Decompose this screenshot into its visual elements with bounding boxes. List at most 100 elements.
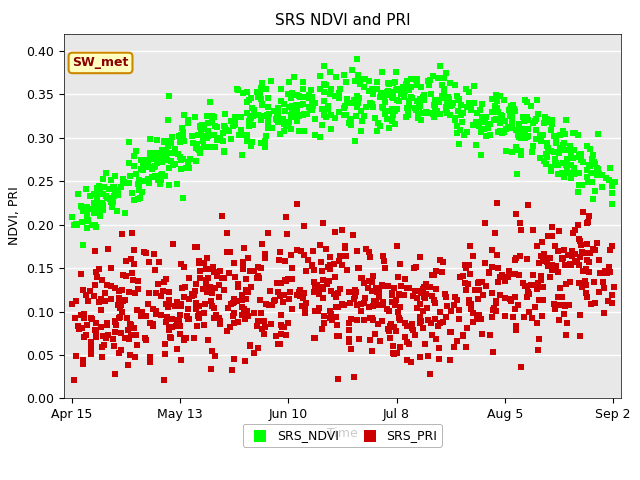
SRS_PRI — [415, 353, 426, 361]
SRS_NDVI — [147, 173, 157, 181]
SRS_PRI — [232, 297, 242, 305]
SRS_PRI — [391, 296, 401, 304]
SRS_PRI — [382, 305, 392, 313]
SRS_PRI — [370, 330, 380, 338]
SRS_NDVI — [256, 95, 266, 103]
SRS_NDVI — [543, 144, 554, 152]
SRS_NDVI — [214, 135, 225, 143]
SRS_NDVI — [301, 110, 312, 118]
SRS_PRI — [476, 316, 486, 324]
SRS_PRI — [96, 296, 106, 303]
SRS_NDVI — [99, 183, 109, 191]
SRS_NDVI — [574, 153, 584, 161]
SRS_PRI — [481, 282, 492, 290]
SRS_PRI — [348, 231, 358, 239]
SRS_NDVI — [348, 99, 358, 107]
SRS_PRI — [221, 327, 232, 335]
SRS_NDVI — [407, 95, 417, 102]
SRS_NDVI — [376, 90, 387, 98]
SRS_NDVI — [471, 141, 481, 149]
SRS_NDVI — [199, 132, 209, 140]
SRS_PRI — [497, 271, 508, 279]
SRS_PRI — [492, 199, 502, 206]
SRS_NDVI — [132, 180, 143, 188]
SRS_PRI — [249, 349, 259, 357]
SRS_PRI — [103, 331, 113, 338]
SRS_PRI — [117, 308, 127, 316]
SRS_NDVI — [263, 111, 273, 119]
SRS_NDVI — [593, 165, 604, 172]
SRS_NDVI — [404, 86, 414, 94]
SRS_PRI — [465, 242, 476, 250]
SRS_NDVI — [440, 70, 451, 77]
SRS_PRI — [229, 298, 239, 305]
SRS_PRI — [195, 274, 205, 282]
SRS_PRI — [493, 278, 503, 286]
SRS_PRI — [431, 335, 441, 343]
SRS_NDVI — [379, 92, 389, 100]
SRS_NDVI — [253, 93, 263, 100]
SRS_PRI — [400, 275, 410, 283]
SRS_PRI — [202, 288, 212, 296]
SRS_NDVI — [346, 116, 356, 123]
SRS_NDVI — [412, 96, 422, 104]
SRS_PRI — [246, 284, 256, 291]
SRS_NDVI — [532, 96, 542, 104]
SRS_PRI — [584, 218, 594, 226]
SRS_PRI — [225, 248, 236, 255]
SRS_PRI — [86, 344, 97, 351]
SRS_PRI — [326, 310, 336, 318]
SRS_PRI — [154, 258, 164, 265]
SRS_NDVI — [230, 115, 241, 122]
SRS_PRI — [317, 285, 328, 293]
SRS_NDVI — [566, 155, 576, 162]
SRS_NDVI — [82, 212, 92, 219]
SRS_PRI — [575, 311, 585, 319]
SRS_PRI — [589, 299, 600, 307]
SRS_PRI — [172, 345, 182, 352]
SRS_NDVI — [95, 190, 105, 197]
SRS_PRI — [462, 324, 472, 332]
SRS_NDVI — [298, 100, 308, 108]
SRS_NDVI — [575, 153, 586, 160]
SRS_NDVI — [507, 112, 517, 120]
SRS_PRI — [123, 361, 133, 369]
SRS_PRI — [582, 219, 592, 227]
SRS_PRI — [287, 276, 297, 283]
SRS_PRI — [106, 295, 116, 303]
SRS_PRI — [205, 288, 215, 296]
SRS_NDVI — [566, 161, 576, 169]
SRS_NDVI — [127, 190, 138, 197]
SRS_PRI — [402, 284, 412, 292]
SRS_PRI — [239, 358, 250, 365]
SRS_NDVI — [372, 79, 382, 86]
SRS_PRI — [317, 267, 327, 275]
SRS_NDVI — [95, 205, 106, 213]
SRS_PRI — [97, 353, 108, 360]
SRS_NDVI — [499, 118, 509, 125]
SRS_NDVI — [218, 148, 228, 156]
SRS_PRI — [253, 263, 263, 271]
SRS_NDVI — [364, 87, 374, 95]
SRS_NDVI — [466, 106, 476, 114]
SRS_PRI — [464, 299, 474, 307]
SRS_PRI — [319, 320, 329, 327]
SRS_PRI — [113, 301, 123, 309]
SRS_NDVI — [124, 159, 134, 167]
SRS_PRI — [309, 288, 319, 296]
SRS_NDVI — [372, 120, 383, 127]
SRS_NDVI — [507, 120, 517, 128]
SRS_PRI — [127, 229, 138, 237]
SRS_PRI — [547, 261, 557, 269]
SRS_PRI — [412, 294, 422, 302]
SRS_NDVI — [597, 171, 607, 179]
SRS_PRI — [275, 292, 285, 300]
SRS_PRI — [126, 321, 136, 329]
SRS_PRI — [509, 293, 520, 300]
SRS_PRI — [395, 344, 405, 351]
SRS_PRI — [404, 340, 414, 348]
SRS_NDVI — [398, 90, 408, 97]
SRS_NDVI — [568, 129, 578, 137]
SRS_PRI — [511, 322, 521, 330]
SRS_PRI — [495, 273, 506, 281]
